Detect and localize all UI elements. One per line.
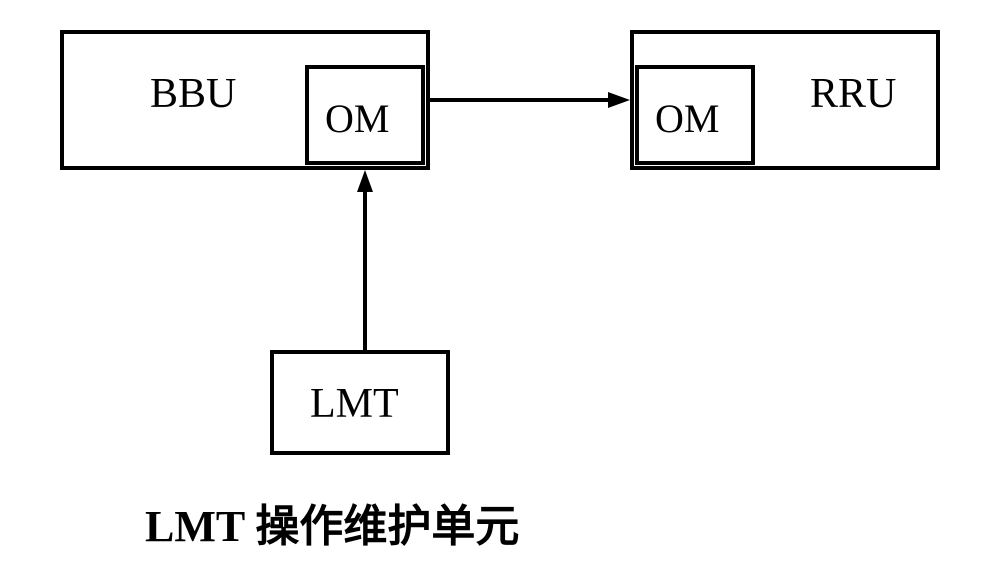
rru-om-label: OM [655, 95, 719, 142]
bbu-label: BBU [150, 70, 236, 118]
bbu-om-label: OM [325, 95, 389, 142]
bbu-to-rru-head [608, 92, 630, 108]
caption-text: LMT 操作维护单元 [145, 490, 519, 554]
diagram-canvas: BBU OM RRU OM LMT LMT 操作维护单元 [0, 0, 1000, 570]
rru-label: RRU [810, 70, 896, 118]
lmt-to-bbu-head [357, 170, 373, 192]
lmt-label: LMT [310, 380, 399, 428]
